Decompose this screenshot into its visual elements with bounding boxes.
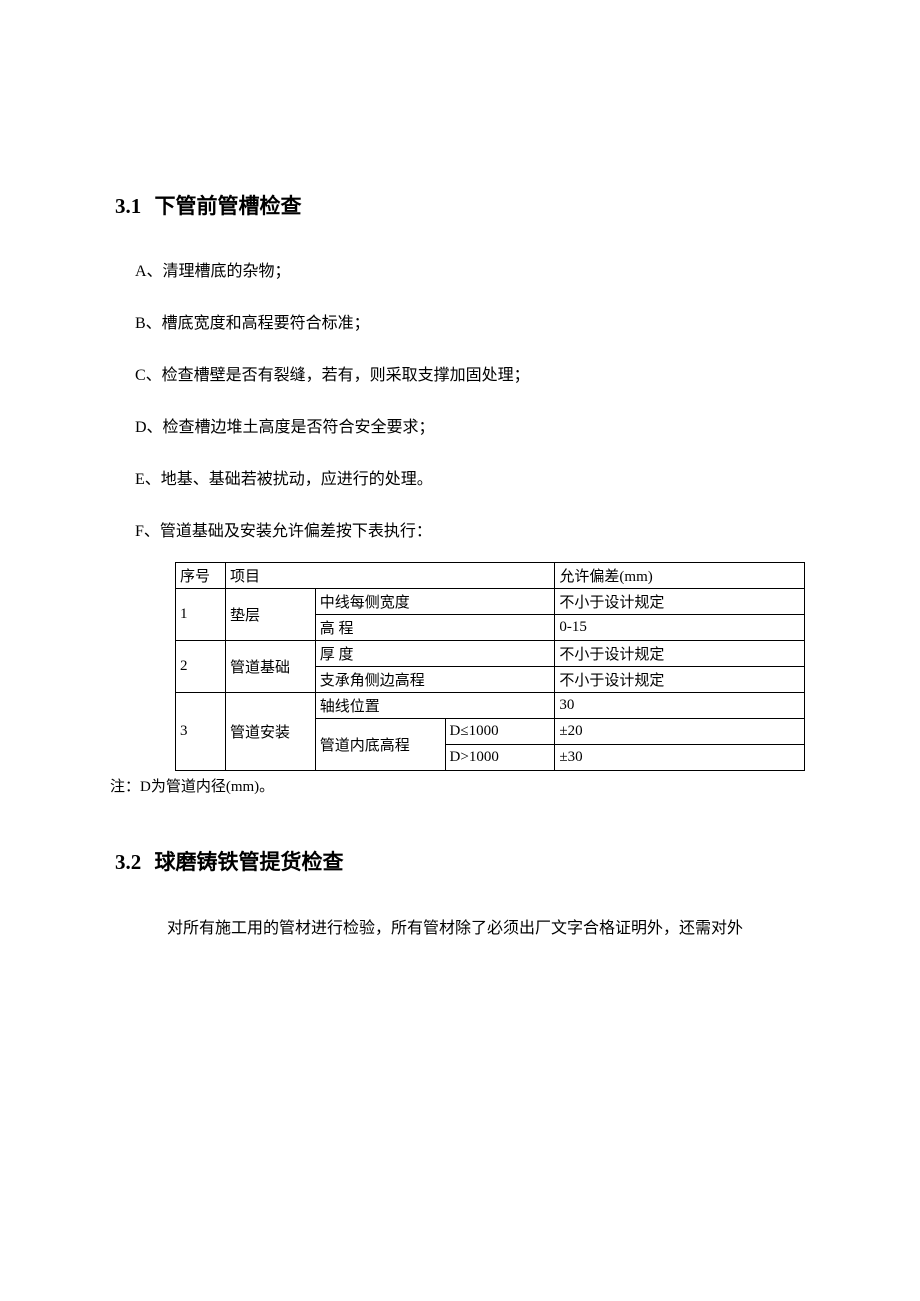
section-32-body: 对所有施工用的管材进行检验，所有管材除了必须出厂文字合格证明外，还需对外 [115, 916, 805, 942]
section-32-heading: 3.2 球磨铸铁管提货检查 [115, 846, 805, 876]
cell-tol-2a: 不小于设计规定 [555, 641, 805, 667]
cell-sub-3b: 管道内底高程 [315, 719, 445, 771]
cell-item-2: 管道基础 [225, 641, 315, 693]
cell-seq-3: 3 [176, 693, 226, 771]
cell-sub-3a: 轴线位置 [315, 693, 555, 719]
cell-tol-3a: 30 [555, 693, 805, 719]
cell-sub-1b: 高 程 [315, 615, 555, 641]
cell-item-1: 垫层 [225, 589, 315, 641]
table-row: 3 管道安装 轴线位置 30 [176, 693, 805, 719]
section-31-heading: 3.1 下管前管槽检查 [115, 190, 805, 220]
section-31-number: 3.1 [115, 194, 141, 218]
section-32-number: 3.2 [115, 850, 141, 874]
cell-cond-3b1: D≤1000 [445, 719, 555, 745]
section-31-list: A、清理槽底的杂物； B、槽底宽度和高程要符合标准； C、检查槽壁是否有裂缝，若… [115, 260, 805, 544]
list-item-e: E、地基、基础若被扰动，应进行的处理。 [135, 468, 805, 492]
table-row: 1 垫层 中线每侧宽度 不小于设计规定 [176, 589, 805, 615]
list-item-a: A、清理槽底的杂物； [135, 260, 805, 284]
list-item-c: C、检查槽壁是否有裂缝，若有，则采取支撑加固处理； [135, 364, 805, 388]
table-header-row: 序号 项目 允许偏差(mm) [176, 563, 805, 589]
list-item-d: D、检查槽边堆土高度是否符合安全要求； [135, 416, 805, 440]
th-seq: 序号 [176, 563, 226, 589]
section-32-title: 球磨铸铁管提货检查 [155, 850, 344, 874]
cell-tol-2b: 不小于设计规定 [555, 667, 805, 693]
section-31-title: 下管前管槽检查 [155, 194, 302, 218]
th-tolerance: 允许偏差(mm) [555, 563, 805, 589]
list-item-b: B、槽底宽度和高程要符合标准； [135, 312, 805, 336]
cell-seq-2: 2 [176, 641, 226, 693]
cell-sub-1a: 中线每侧宽度 [315, 589, 555, 615]
list-item-f: F、管道基础及安装允许偏差按下表执行： [135, 520, 805, 544]
cell-tol-3b2: ±30 [555, 745, 805, 771]
table-note: 注：D为管道内径(mm)。 [110, 775, 805, 796]
cell-seq-1: 1 [176, 589, 226, 641]
table-row: 2 管道基础 厚 度 不小于设计规定 [176, 641, 805, 667]
cell-item-3: 管道安装 [225, 693, 315, 771]
th-item: 项目 [225, 563, 554, 589]
cell-tol-1a: 不小于设计规定 [555, 589, 805, 615]
cell-tol-3b1: ±20 [555, 719, 805, 745]
cell-sub-2a: 厚 度 [315, 641, 555, 667]
tolerance-table: 序号 项目 允许偏差(mm) 1 垫层 中线每侧宽度 不小于设计规定 高 程 0… [175, 562, 805, 771]
cell-tol-1b: 0-15 [555, 615, 805, 641]
cell-sub-2b: 支承角侧边高程 [315, 667, 555, 693]
cell-cond-3b2: D>1000 [445, 745, 555, 771]
tolerance-table-wrapper: 序号 项目 允许偏差(mm) 1 垫层 中线每侧宽度 不小于设计规定 高 程 0… [175, 562, 805, 771]
